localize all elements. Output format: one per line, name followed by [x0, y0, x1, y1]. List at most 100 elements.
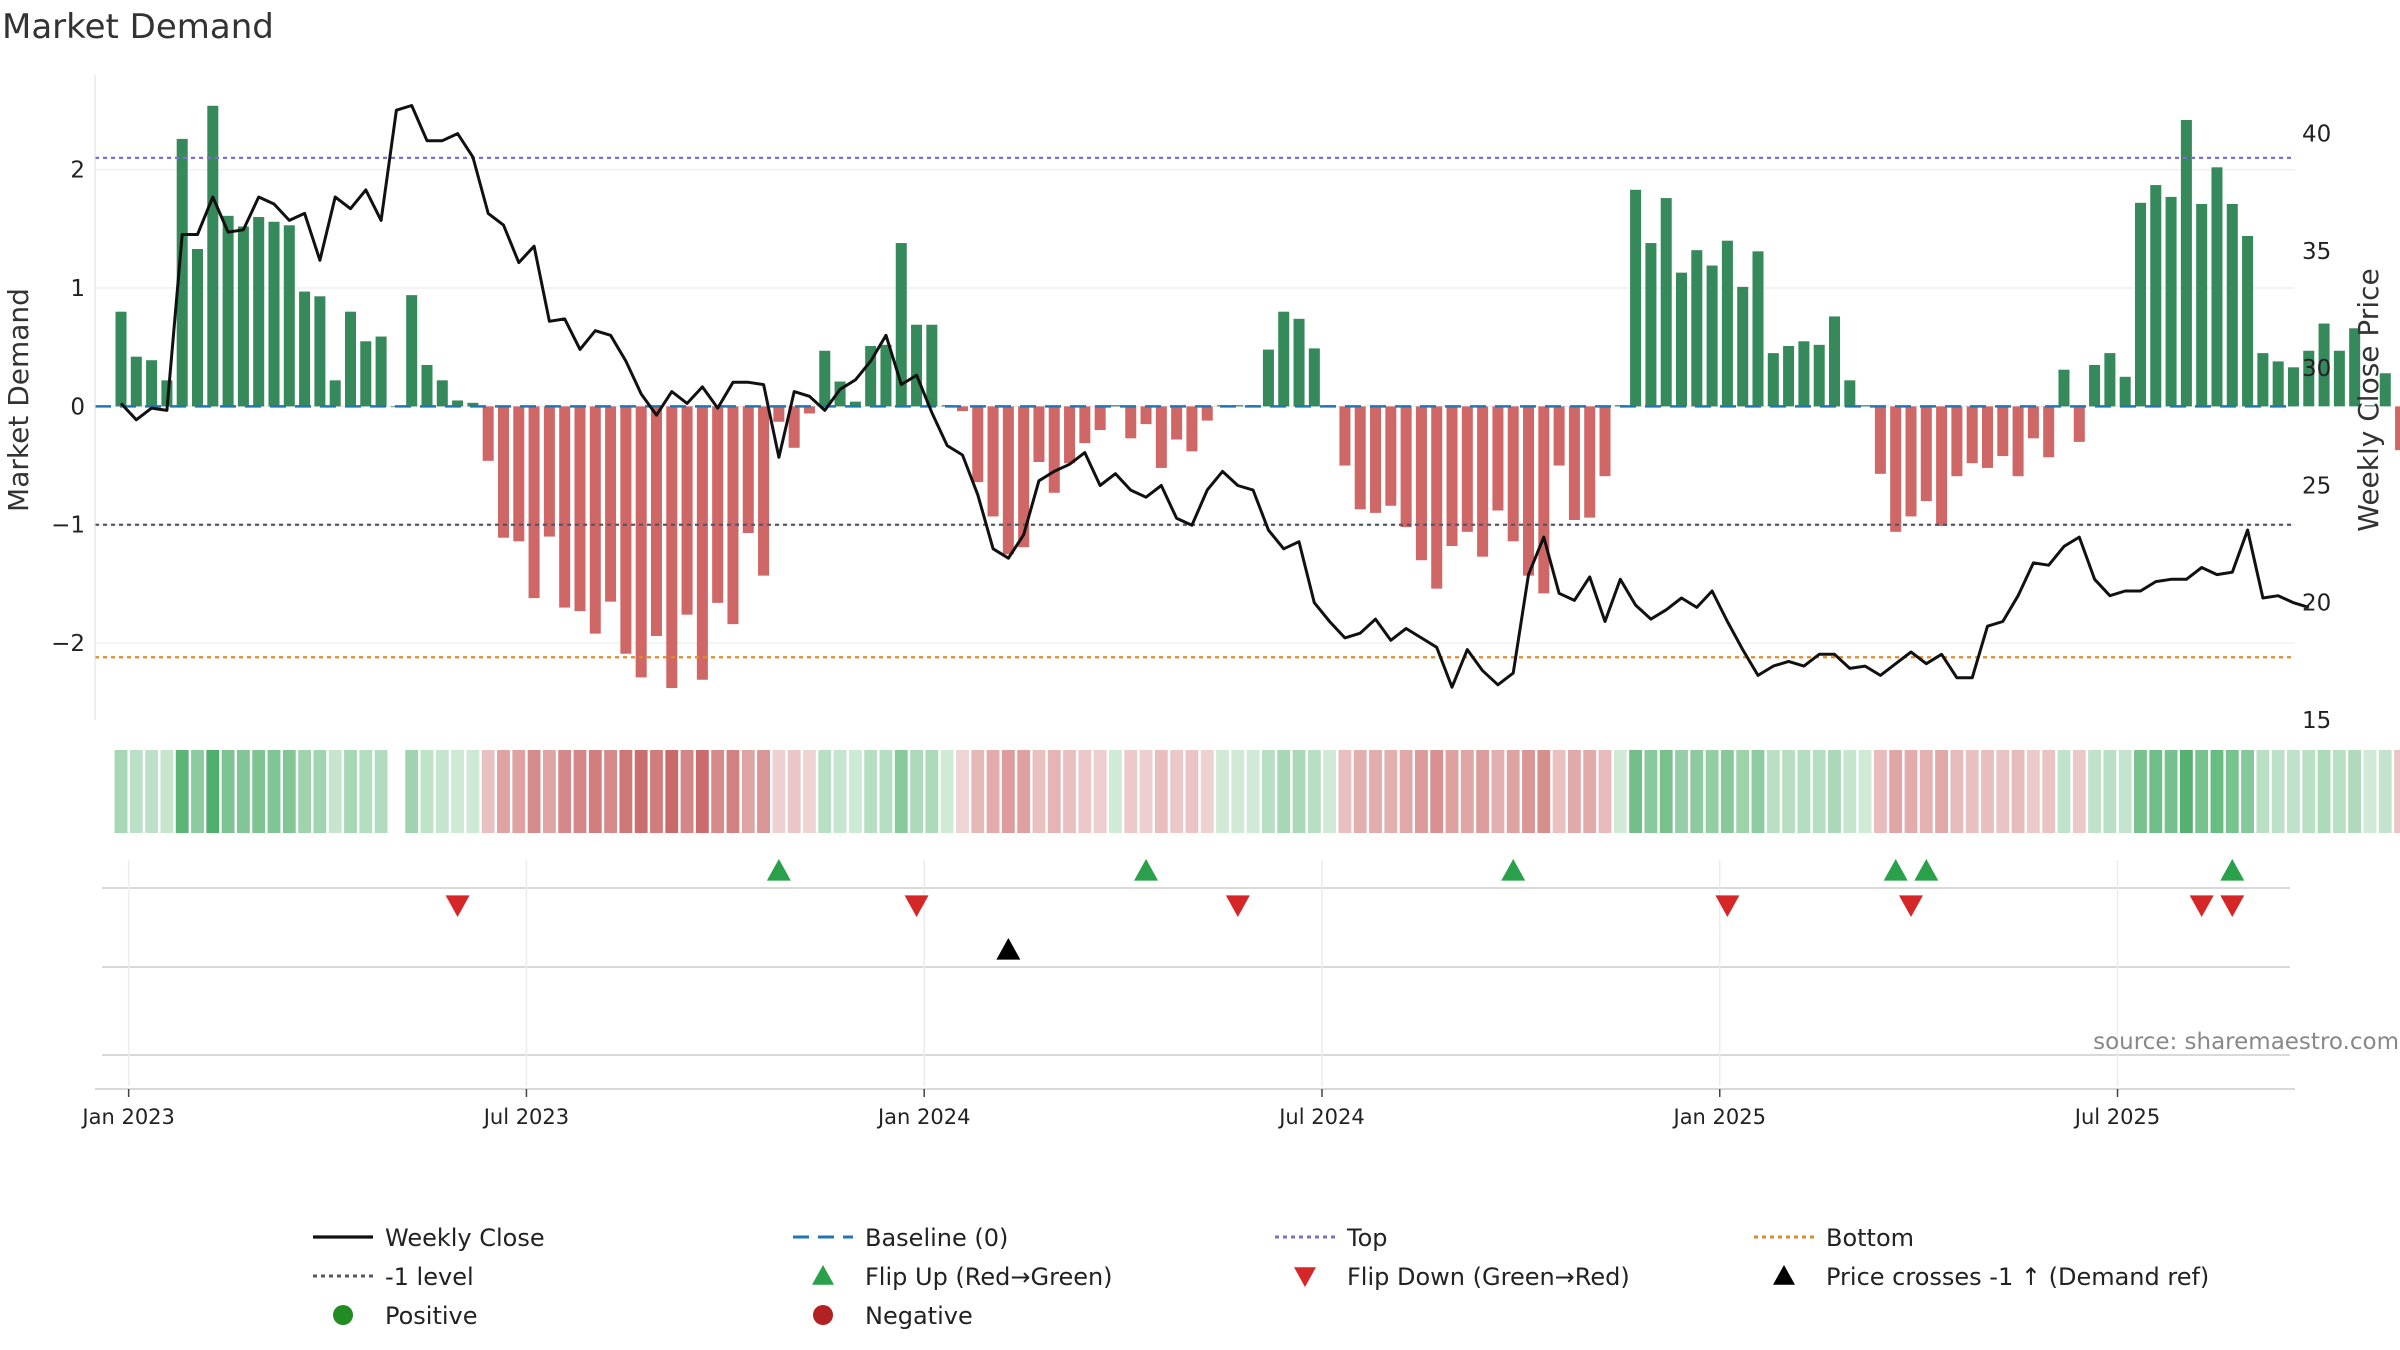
heat-strip-cell [2164, 750, 2178, 833]
demand-bar-negative [2043, 406, 2055, 458]
heat-strip-cell [2179, 750, 2193, 833]
demand-bar-negative [1385, 406, 1397, 506]
demand-bar-negative [987, 406, 999, 517]
heat-strip-cell [772, 750, 786, 833]
legend: Weekly Close Baseline (0) Top Bottom -1 leve… [313, 1224, 2209, 1330]
demand-bar-negative [1981, 406, 1993, 468]
heat-strip-cell [1246, 750, 1260, 833]
heat-strip-cell [1338, 750, 1352, 833]
heat-strip-cell [1736, 750, 1750, 833]
demand-bar-negative [696, 406, 708, 680]
heat-strip-cell [221, 750, 235, 833]
demand-bar-positive [1706, 265, 1718, 407]
flip-up-marker [1134, 859, 1159, 881]
y2-tick-label: 30 [2302, 356, 2331, 382]
y2-tick-label: 40 [2302, 122, 2331, 148]
demand-bar-positive [1798, 341, 1810, 407]
price-cross-marker [996, 938, 1021, 960]
heat-strip-cell [1919, 750, 1933, 833]
heat-strip-cell [374, 750, 388, 833]
heat-strip-cell [191, 750, 204, 833]
heat-strip-cell [1751, 750, 1765, 833]
heat-strip-cell [879, 750, 893, 833]
demand-bar-positive [421, 364, 433, 407]
heat-strip-cell [1460, 750, 1474, 833]
legend-swatch-flip_down [1294, 1267, 1316, 1287]
demand-bar-positive [2211, 167, 2223, 407]
heat-strip-cell [1078, 750, 1092, 833]
demand-bar-positive [2150, 185, 2162, 407]
demand-bar-positive [1660, 198, 1672, 407]
heat-strip-cell [435, 750, 449, 833]
heat-strip-cell [175, 750, 189, 833]
demand-bar-negative [2073, 406, 2085, 442]
demand-bar-negative [788, 406, 800, 448]
heat-strip-cell [619, 750, 633, 833]
heat-strip-cell [1154, 750, 1168, 833]
demand-bar-positive [1737, 286, 1749, 407]
flip-down-marker [1225, 895, 1250, 917]
heat-strip-cell [2225, 750, 2239, 833]
demand-bar-positive [344, 311, 357, 407]
demand-bar-negative [1997, 406, 2009, 457]
demand-bar-negative [1966, 406, 1978, 464]
demand-bar-positive [146, 360, 158, 407]
heat-strip-cell [1935, 750, 1949, 833]
demand-bar-positive [1813, 344, 1825, 407]
heat-strip-cell [1720, 750, 1734, 833]
heat-strip-cell [1323, 750, 1337, 833]
demand-bar-negative [528, 406, 540, 599]
heat-strip-cell [2134, 750, 2147, 833]
weekly-close-line [119, 104, 2310, 689]
heat-strip-cell [313, 750, 327, 833]
demand-bar-negative [1048, 406, 1060, 493]
heat-strip-cell [1766, 750, 1780, 833]
heat-strip-cell [2394, 750, 2400, 833]
demand-bar-negative [1079, 406, 1091, 444]
legend-swatch-flip_up [812, 1265, 834, 1285]
demand-bar-positive [1767, 353, 1779, 407]
heat-strip-cell [1583, 750, 1597, 833]
heat-strip-cell [940, 750, 954, 833]
x-tick-label: Jul 2025 [2073, 1105, 2160, 1129]
heat-strip-cell [1476, 750, 1490, 833]
demand-bar-negative [620, 406, 632, 654]
heat-strip-cell [1644, 750, 1658, 833]
legend-label-positive: Positive [385, 1302, 478, 1330]
demand-bar-positive [2165, 196, 2177, 407]
demand-bar-negative [1446, 406, 1458, 547]
heat-strip-cell [1032, 750, 1046, 833]
heat-strip-cell [695, 750, 709, 833]
heat-strip-cell [1262, 750, 1275, 833]
demand-bar-negative [1186, 406, 1198, 452]
heat-strip-cell [1567, 750, 1581, 833]
demand-bar-negative [727, 406, 739, 625]
demand-bar-positive [911, 324, 923, 407]
heat-strip-cell [1705, 750, 1719, 833]
heat-strip-cell [1277, 750, 1291, 833]
demand-bar-negative [1033, 406, 1045, 462]
heat-strip-cell [1613, 750, 1627, 833]
heat-strip-cell [1415, 750, 1428, 833]
heat-strip-cell [1353, 750, 1367, 833]
demand-bar-negative [1477, 406, 1489, 557]
demand-bar-negative [559, 406, 571, 608]
heat-strip-cell [2363, 750, 2377, 833]
heat-strip-cell [114, 750, 128, 833]
demand-bar-positive [375, 336, 387, 407]
x-tick-label: Jan 2025 [1672, 1105, 1767, 1129]
x-axis-ticks: Jan 2023 Jul 2023 Jan 2024 Jul 2024 Jan 2025… [80, 1089, 2160, 1129]
demand-bar-negative [1415, 406, 1427, 561]
heat-strip-cell [2026, 750, 2040, 833]
flip-down-marker [1715, 895, 1740, 917]
heat-strip-cell [252, 750, 266, 833]
demand-bar-positive [237, 226, 249, 407]
demand-bar-negative [1507, 406, 1519, 542]
heat-strip-cell [680, 750, 694, 833]
legend-swatch-positive [333, 1305, 353, 1325]
demand-bar-positive [2379, 373, 2391, 407]
demand-bar-positive [329, 380, 341, 407]
x-tick-label: Jan 2023 [80, 1105, 175, 1129]
demand-bar-negative [650, 406, 662, 636]
demand-bar-negative [589, 406, 601, 634]
